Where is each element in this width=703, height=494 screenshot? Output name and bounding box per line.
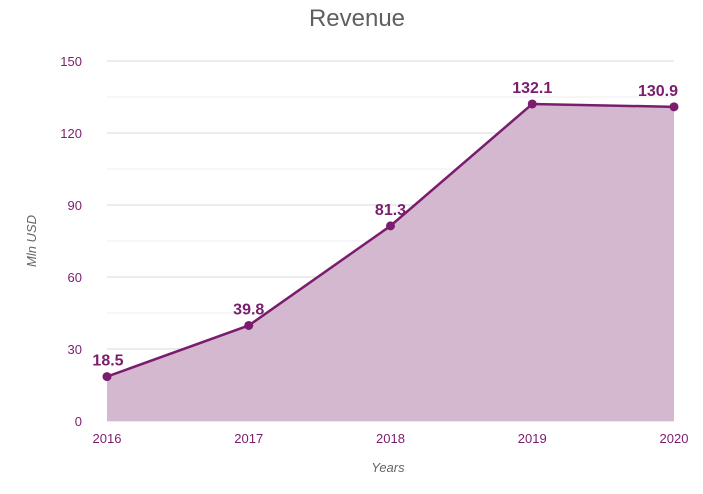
data-point-2020 <box>669 102 679 112</box>
data-label-2017: 39.8 <box>233 301 264 318</box>
y-tick-label: 150 <box>60 54 82 69</box>
x-axis-label: Years <box>371 460 405 475</box>
chart-title: Revenue <box>309 5 405 32</box>
data-label-2018: 81.3 <box>375 202 406 219</box>
data-point-2016 <box>102 372 112 382</box>
data-label-2020: 130.9 <box>638 83 678 100</box>
y-tick-label: 0 <box>75 414 82 429</box>
revenue-area <box>107 103 674 422</box>
x-tick-label-2018: 2018 <box>376 431 405 446</box>
data-point-2018 <box>386 221 395 231</box>
x-tick-label-2019: 2019 <box>518 431 547 446</box>
x-tick-label-2017: 2017 <box>234 431 263 446</box>
data-points <box>102 99 679 382</box>
x-tick-label-2020: 2020 <box>660 431 689 446</box>
y-axis-label: Mln USD <box>24 215 39 267</box>
data-label-2016: 18.5 <box>92 353 123 370</box>
y-tick-label: 60 <box>68 270 82 285</box>
x-tick-label-2016: 2016 <box>93 431 122 446</box>
y-axis-ticks: 0 30 60 90 120 150 <box>60 54 82 429</box>
data-point-2017 <box>244 320 254 330</box>
y-tick-label: 120 <box>60 126 82 141</box>
y-tick-label: 90 <box>68 198 82 213</box>
x-axis-ticks: 2016 2017 2018 2019 2020 <box>93 431 689 446</box>
data-label-2019: 132.1 <box>512 80 552 97</box>
data-labels: 18.5 39.8 81.3 132.1 130.9 <box>92 80 678 370</box>
data-point-2019 <box>527 99 537 109</box>
y-tick-label: 30 <box>68 342 82 357</box>
